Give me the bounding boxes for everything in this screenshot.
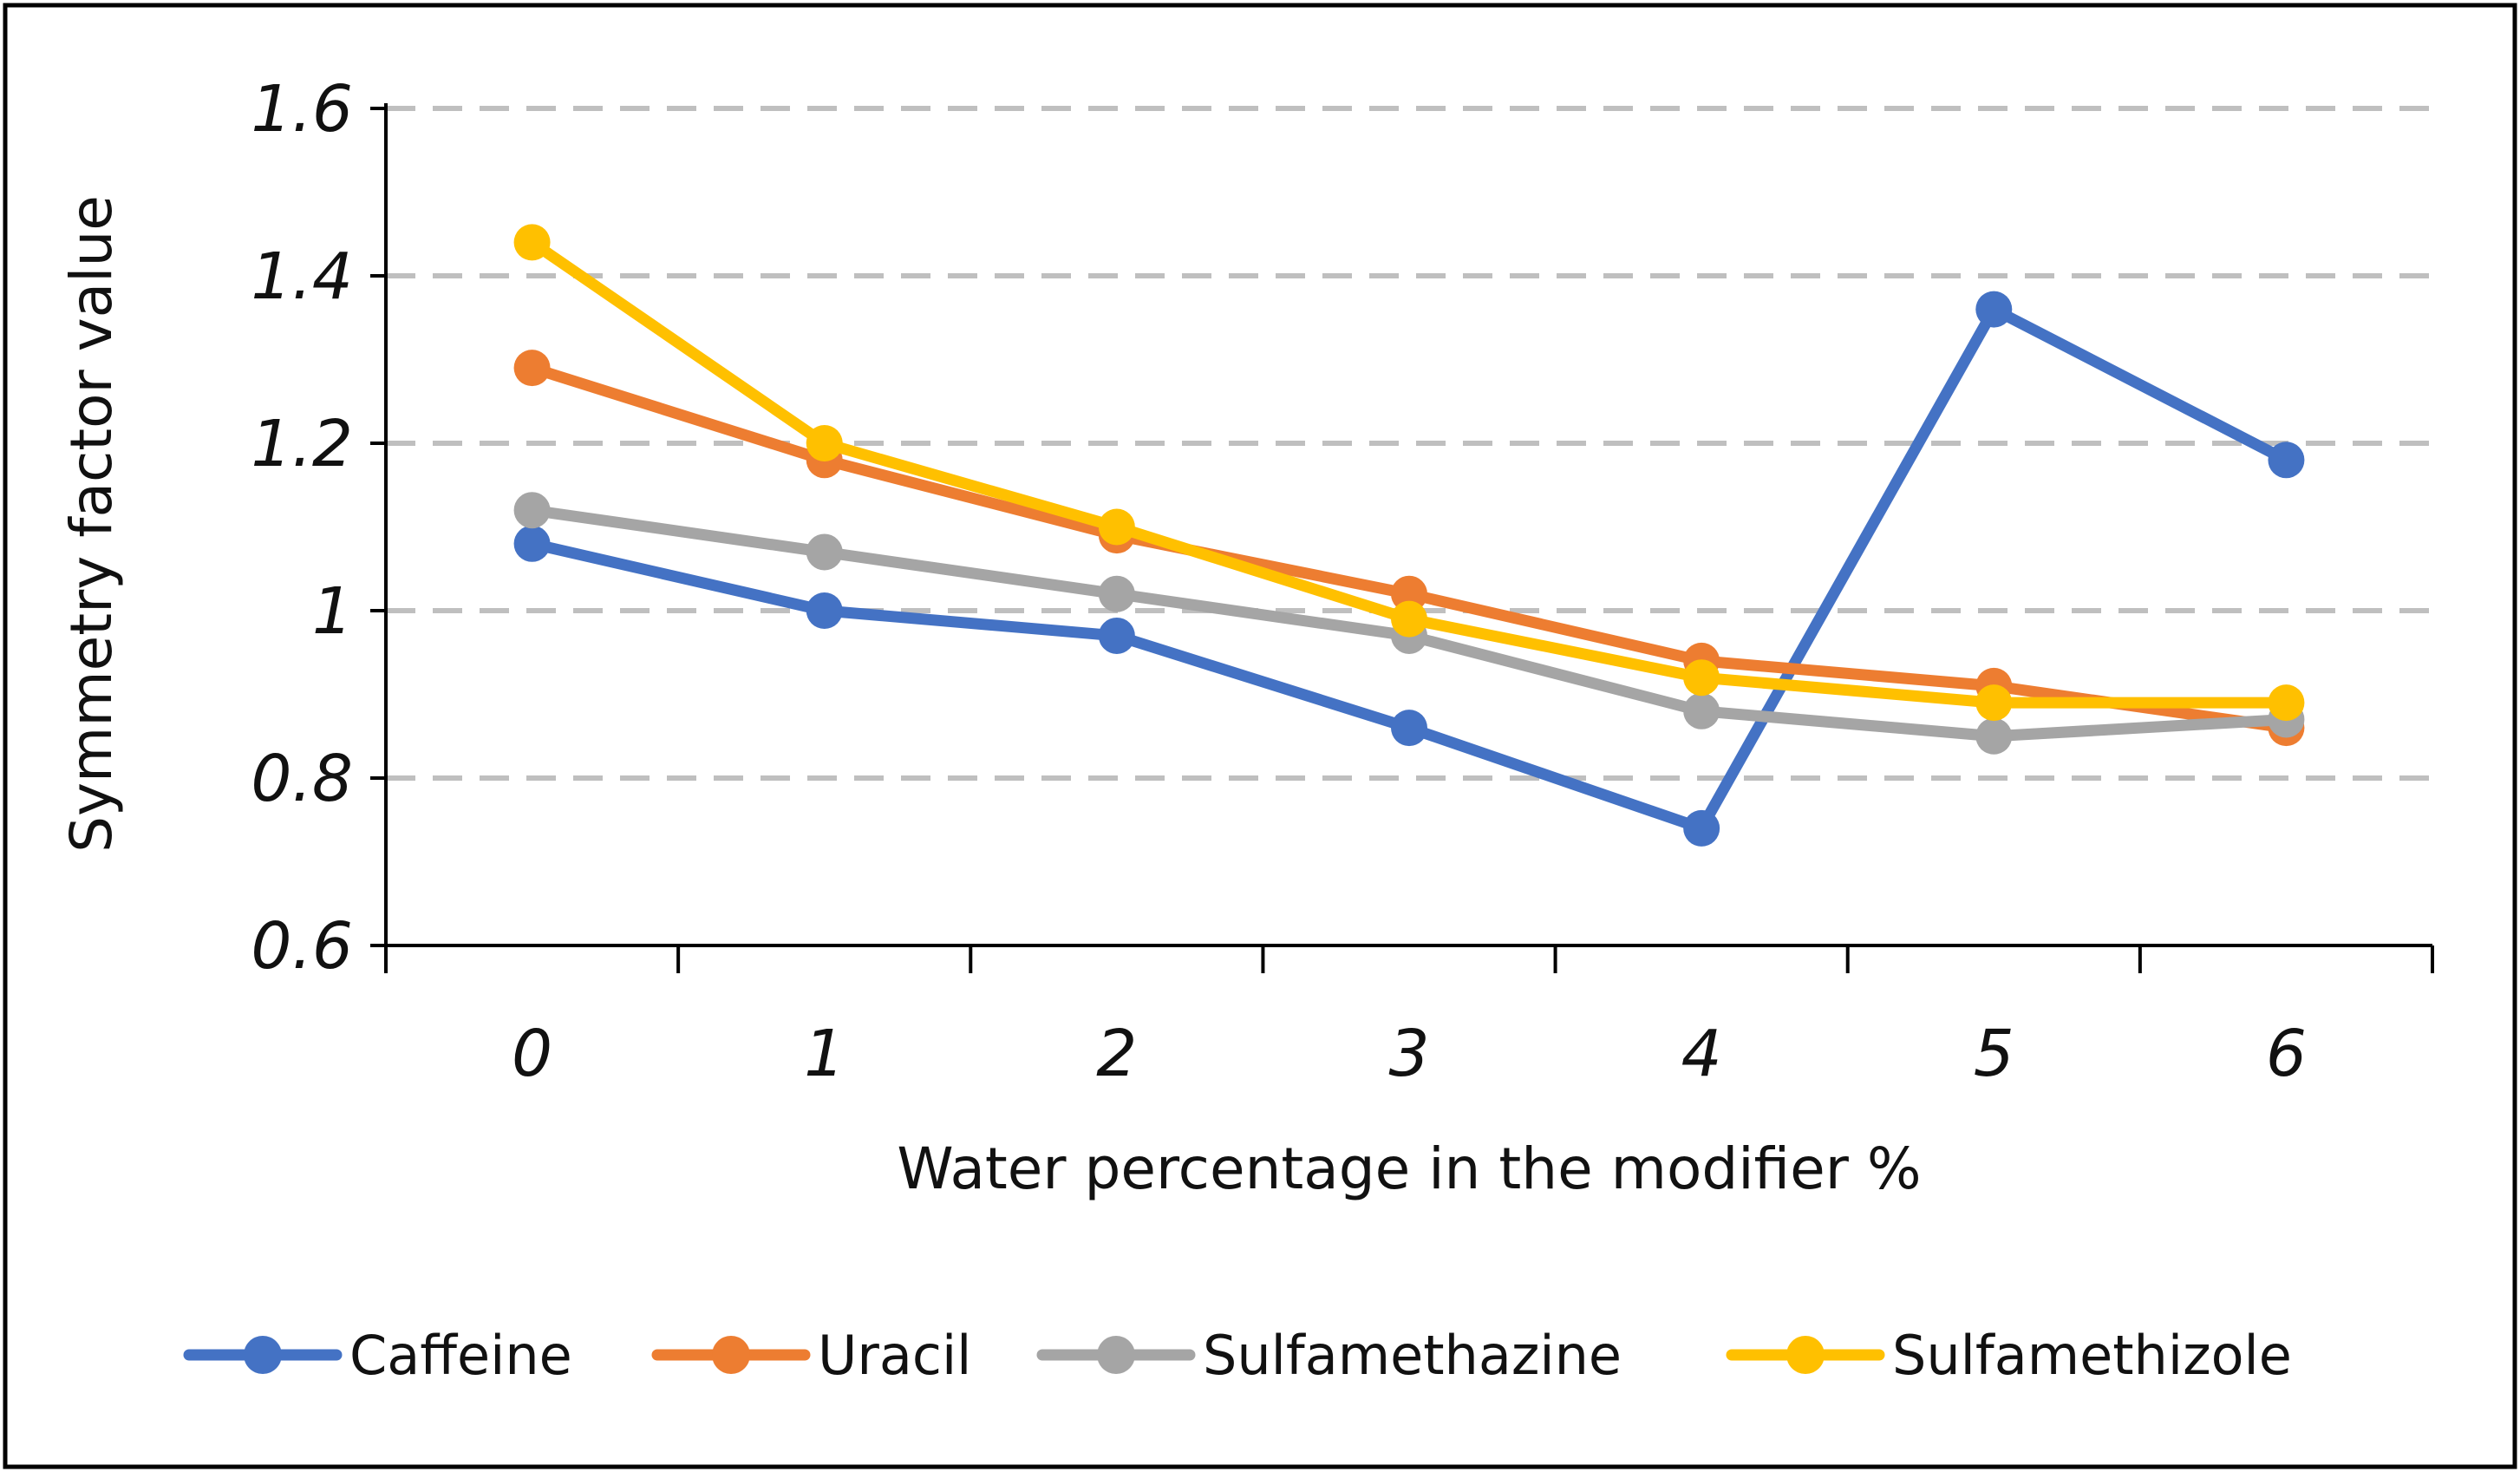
y-tick-label: 0.6 [251, 909, 353, 984]
data-point [1098, 508, 1135, 546]
data-point [1975, 291, 2013, 328]
y-tick-label: 1.6 [251, 72, 353, 147]
data-point [806, 592, 843, 629]
legend-swatch-marker [1097, 1336, 1135, 1374]
x-tick-label: 1 [804, 1017, 845, 1091]
x-tick-label: 3 [1388, 1017, 1429, 1091]
x-tick-label: 4 [1681, 1017, 1722, 1091]
legend-item: Sulfamethazine [1036, 1324, 1622, 1387]
x-axis-title: Water percentage in the modifier % [897, 1135, 1921, 1202]
y-tick-label: 1.4 [251, 239, 353, 314]
data-point [2268, 442, 2305, 479]
legend-swatch-marker [712, 1336, 750, 1374]
series-sulfamethizole [513, 224, 2305, 722]
gridlines [386, 106, 2432, 781]
y-axis-title: Symmetry factor value [58, 195, 125, 853]
data-point [513, 350, 551, 387]
y-tick-label: 1.2 [251, 407, 353, 481]
legend-label: Sulfamethazine [1203, 1324, 1622, 1387]
legend-swatch-marker [244, 1336, 282, 1374]
data-point [1683, 692, 1720, 729]
x-tick-label: 6 [2266, 1017, 2307, 1091]
legend-item: Sulfamethizole [1726, 1324, 2292, 1387]
tick-labels: 0.6 0.8 1 1.2 1.4 1.6 0 1 2 3 4 5 6 [251, 72, 2307, 1091]
x-tick-label: 2 [1096, 1017, 1137, 1091]
data-point [806, 425, 843, 461]
y-tick-label: 1 [312, 574, 353, 649]
legend-swatch-marker [1786, 1336, 1825, 1374]
legend-label: Caffeine [349, 1324, 572, 1387]
legend: Caffeine Uracil Sulfamethazine Sulfamethizo… [183, 1324, 2292, 1387]
legend-label: Uracil [818, 1324, 971, 1387]
data-point [1683, 809, 1720, 847]
y-tick-label: 0.8 [251, 742, 353, 816]
chart-border [3, 3, 2517, 1469]
data-point [2268, 684, 2305, 722]
data-point [1975, 684, 2013, 722]
data-point [513, 525, 551, 562]
data-point [513, 224, 551, 261]
data-point [806, 533, 843, 571]
legend-item: Uracil [651, 1324, 971, 1387]
data-point [1098, 617, 1135, 654]
series-caffeine [513, 291, 2305, 847]
data-point [1098, 575, 1135, 612]
legend-label: Sulfamethizole [1892, 1324, 2292, 1387]
x-tick-label: 0 [512, 1017, 552, 1091]
x-tick-label: 5 [1974, 1017, 2014, 1091]
data-point [1391, 575, 1427, 612]
legend-item: Caffeine [183, 1324, 572, 1387]
data-point [513, 492, 551, 529]
data-point [1391, 710, 1427, 747]
data-point [1975, 717, 2013, 755]
data-point [1391, 600, 1427, 638]
data-point [1683, 659, 1720, 697]
axes [370, 103, 2434, 973]
series-lines [513, 224, 2305, 847]
